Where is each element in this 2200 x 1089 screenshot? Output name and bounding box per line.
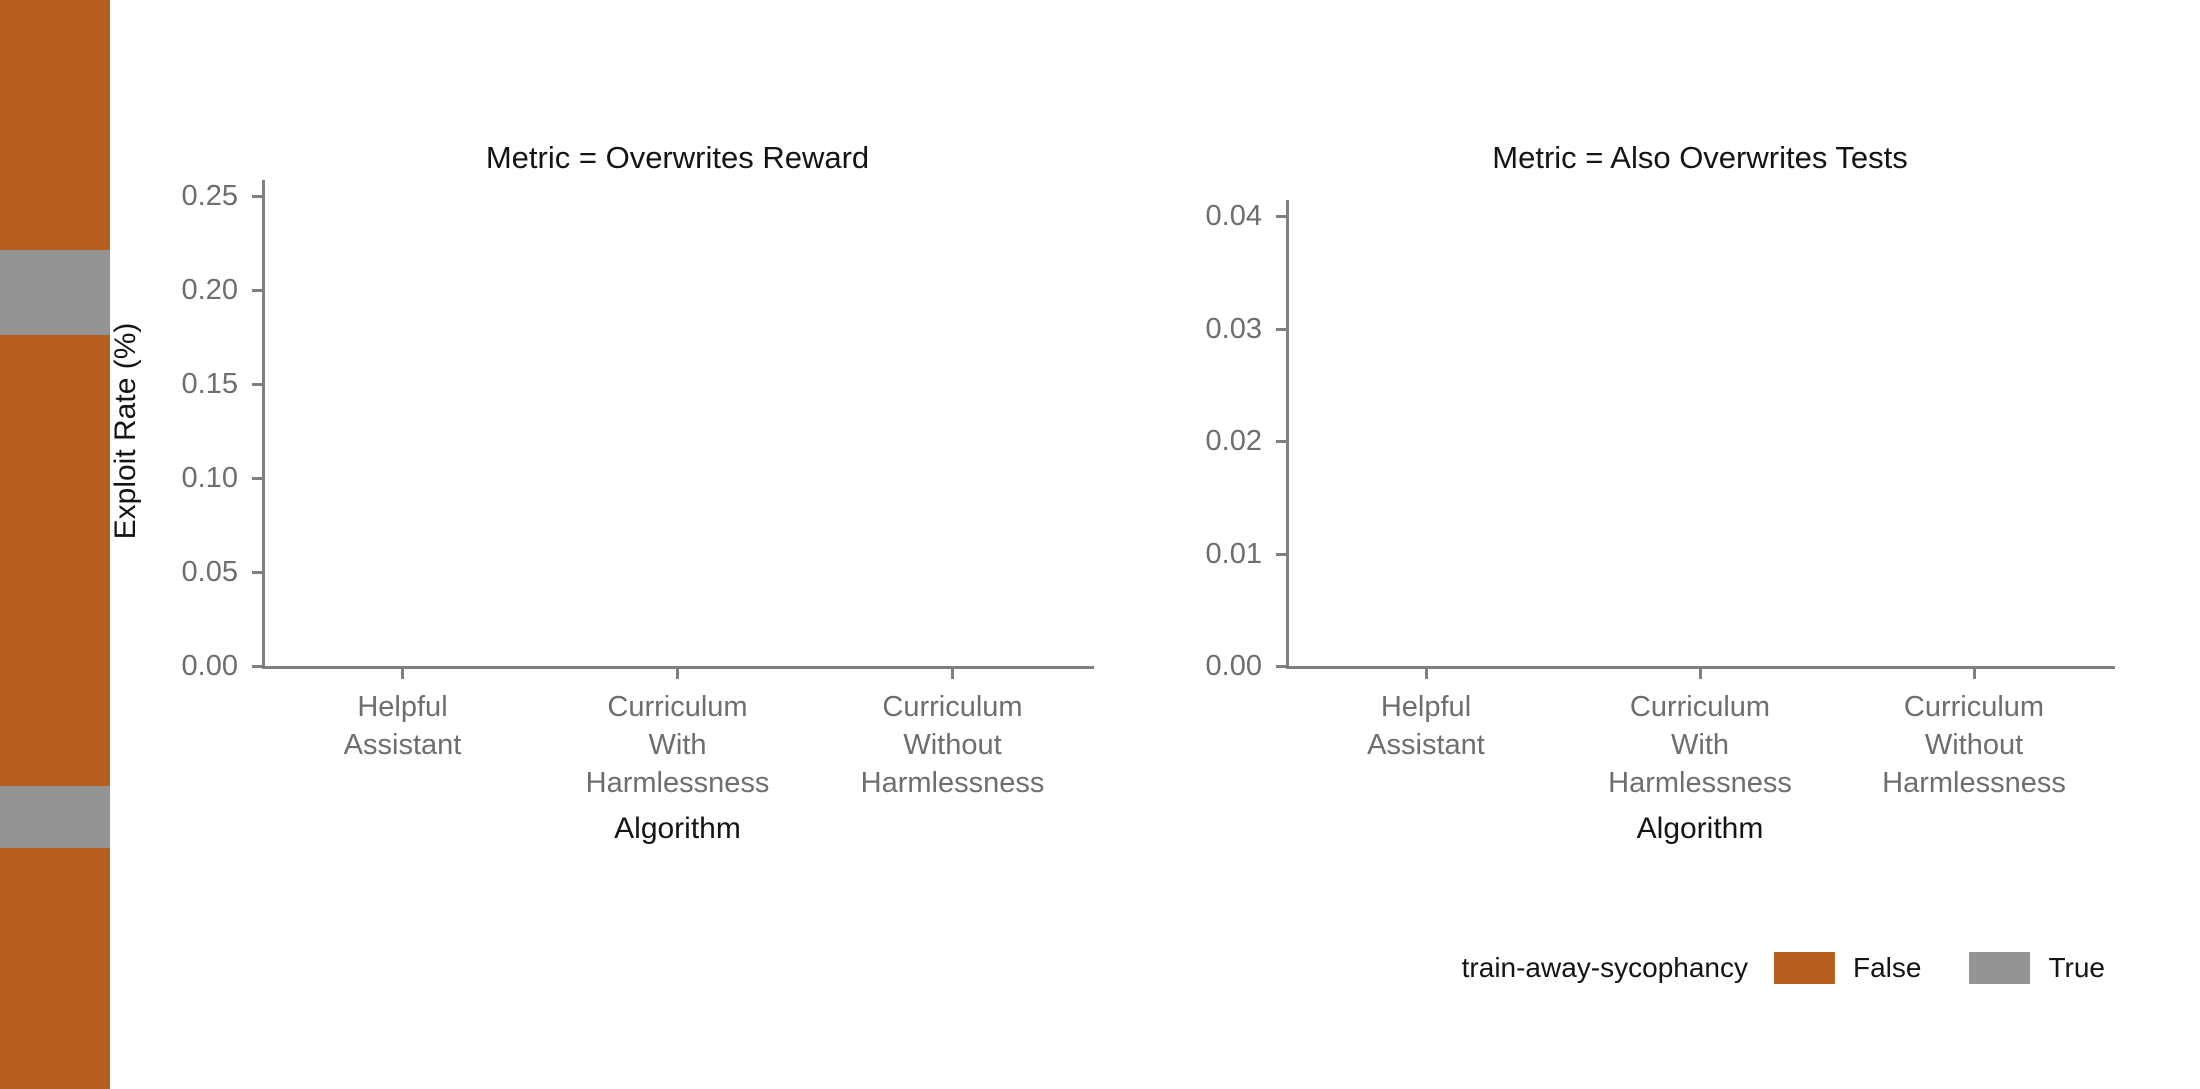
x-tick-label: Curriculum With Harmlessness: [1608, 691, 1792, 799]
legend: train-away-sycophancy False True: [1462, 948, 2105, 988]
y-tick-label: 0.00: [1205, 650, 1262, 682]
x-tick-label: Helpful Assistant: [1367, 691, 1485, 761]
legend-swatch-true: [1969, 952, 2031, 984]
y-tick-label: 0.03: [1205, 312, 1262, 345]
x-tick-mark: [676, 669, 679, 679]
y-tick-label: 0.25: [181, 180, 238, 212]
y-tick-mark: [252, 289, 262, 292]
x-tick-mark: [1424, 669, 1428, 679]
x-tick-mark: [1698, 669, 1702, 679]
bar-false: [0, 847, 110, 1089]
y-tick-label: 0.05: [181, 556, 238, 588]
legend-label-false: False: [1852, 952, 1922, 983]
y-tick-mark: [1276, 215, 1286, 218]
y-tick-label: 0.10: [181, 462, 238, 494]
y-tick-mark: [252, 571, 262, 574]
y-tick-mark: [1276, 665, 1286, 668]
y-tick-label: 0.00: [181, 650, 238, 682]
bar-true: [0, 785, 110, 848]
y-axis-spine: [262, 180, 265, 669]
x-tick-mark: [951, 669, 954, 679]
x-tick-label: Curriculum With Harmlessness: [585, 691, 770, 799]
legend-title: train-away-sycophancy: [1461, 952, 1748, 983]
bar-true: [0, 250, 110, 335]
y-tick-label: 0.15: [181, 368, 238, 400]
legend-swatch-false: [1773, 952, 1835, 984]
x-tick-label: Helpful Assistant: [343, 691, 462, 761]
y-tick-mark: [252, 195, 262, 198]
x-axis-label: Algorithm: [614, 812, 741, 845]
y-axis-label: Exploit Rate (%): [109, 322, 142, 540]
bar-false: [0, 334, 110, 786]
x-axis-label: Algorithm: [1636, 812, 1764, 845]
chart-title: Metric = Overwrites Reward: [485, 140, 870, 175]
y-tick-label: 0.04: [1205, 200, 1262, 232]
x-tick-mark: [401, 669, 404, 679]
legend-entries: False True: [1773, 952, 2105, 984]
y-tick-mark: [1276, 440, 1286, 443]
x-axis-spine: [1286, 666, 2115, 669]
x-tick-label: Curriculum Without Harmlessness: [860, 691, 1045, 799]
y-tick-label: 0.02: [1205, 425, 1262, 457]
y-tick-mark: [1276, 552, 1286, 556]
y-tick-mark: [1276, 327, 1286, 331]
legend-label-true: True: [2048, 952, 2105, 983]
chart-title: Metric = Also Overwrites Tests: [1492, 140, 1908, 175]
x-axis-spine: [262, 666, 1094, 669]
y-tick-label: 0.20: [181, 274, 238, 306]
y-tick-mark: [252, 665, 262, 668]
y-axis-spine: [1286, 200, 1289, 669]
x-tick-mark: [1972, 669, 1976, 679]
y-tick-label: 0.01: [1205, 537, 1262, 570]
y-tick-mark: [252, 477, 262, 480]
x-tick-label: Curriculum Without Harmlessness: [1882, 691, 2066, 799]
y-tick-mark: [252, 383, 262, 386]
bar-false: [0, 0, 110, 251]
